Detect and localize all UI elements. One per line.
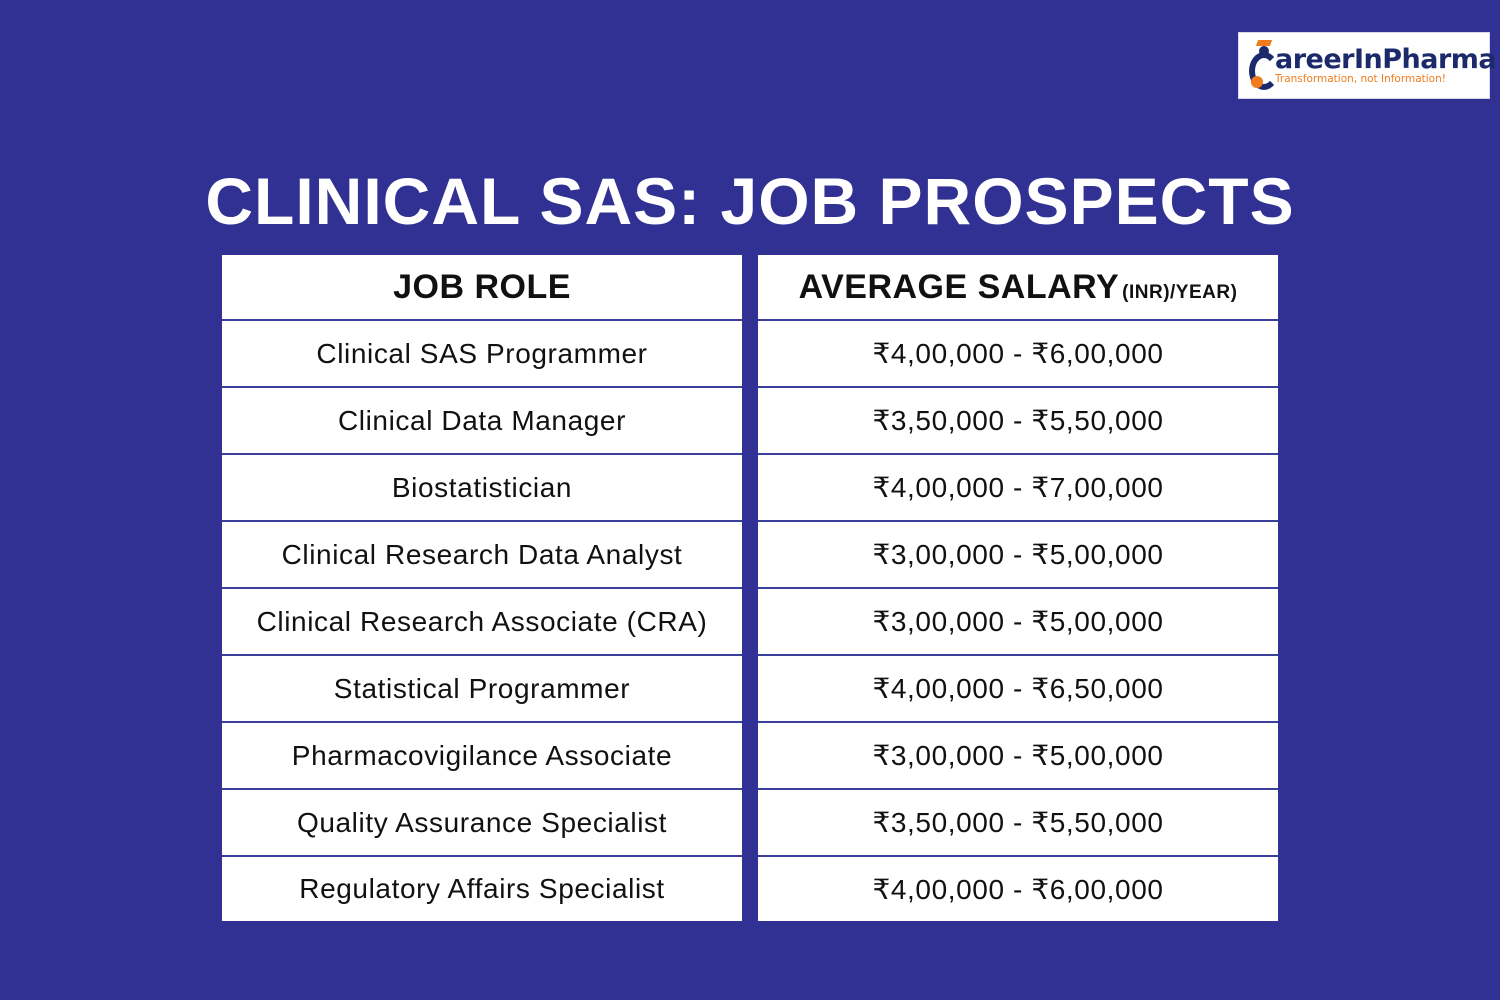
job-role-header: JOB ROLE: [222, 255, 742, 321]
job-role-cell: Clinical Research Associate (CRA): [222, 589, 742, 656]
job-role-cell: Pharmacovigilance Associate: [222, 723, 742, 790]
graduate-c-icon: [1249, 38, 1279, 94]
job-role-column: JOB ROLE Clinical SAS Programmer Clinica…: [222, 255, 742, 921]
salary-cell: ₹3,50,000 - ₹5,50,000: [758, 790, 1278, 857]
salary-header: AVERAGE SALARY (INR)/YEAR): [758, 255, 1278, 321]
job-role-cell: Statistical Programmer: [222, 656, 742, 723]
job-role-cell: Clinical Research Data Analyst: [222, 522, 742, 589]
salary-header-label: AVERAGE SALARY: [798, 267, 1120, 306]
salary-cell: ₹3,50,000 - ₹5,50,000: [758, 388, 1278, 455]
salary-cell: ₹4,00,000 - ₹6,00,000: [872, 873, 1164, 905]
salary-cell: ₹4,00,000 - ₹6,00,000: [758, 321, 1278, 388]
job-role-cell: Clinical SAS Programmer: [222, 321, 742, 388]
salary-cell: ₹3,00,000 - ₹5,00,000: [758, 522, 1278, 589]
job-role-cell: Regulatory Affairs Specialist: [299, 873, 665, 904]
logo-tagline: Transformation, not Information!: [1275, 73, 1446, 85]
brand-logo: areerInPharma Transformation, not Inform…: [1238, 32, 1497, 99]
salary-cell: ₹4,00,000 - ₹6,50,000: [758, 656, 1278, 723]
logo-name: areerInPharma: [1275, 44, 1497, 75]
job-role-cell: Clinical Data Manager: [222, 388, 742, 455]
job-role-cell: Quality Assurance Specialist: [222, 790, 742, 857]
salary-cell: ₹3,00,000 - ₹5,00,000: [758, 723, 1278, 790]
salary-column: AVERAGE SALARY (INR)/YEAR) ₹4,00,000 - ₹…: [758, 255, 1278, 921]
salary-cell: ₹4,00,000 - ₹7,00,000: [758, 455, 1278, 522]
job-role-cell: Biostatistician: [222, 455, 742, 522]
salary-cell: ₹3,00,000 - ₹5,00,000: [758, 589, 1278, 656]
page-title: CLINICAL SAS: JOB PROSPECTS: [205, 164, 1295, 238]
salary-header-unit: (INR)/YEAR): [1122, 281, 1238, 303]
